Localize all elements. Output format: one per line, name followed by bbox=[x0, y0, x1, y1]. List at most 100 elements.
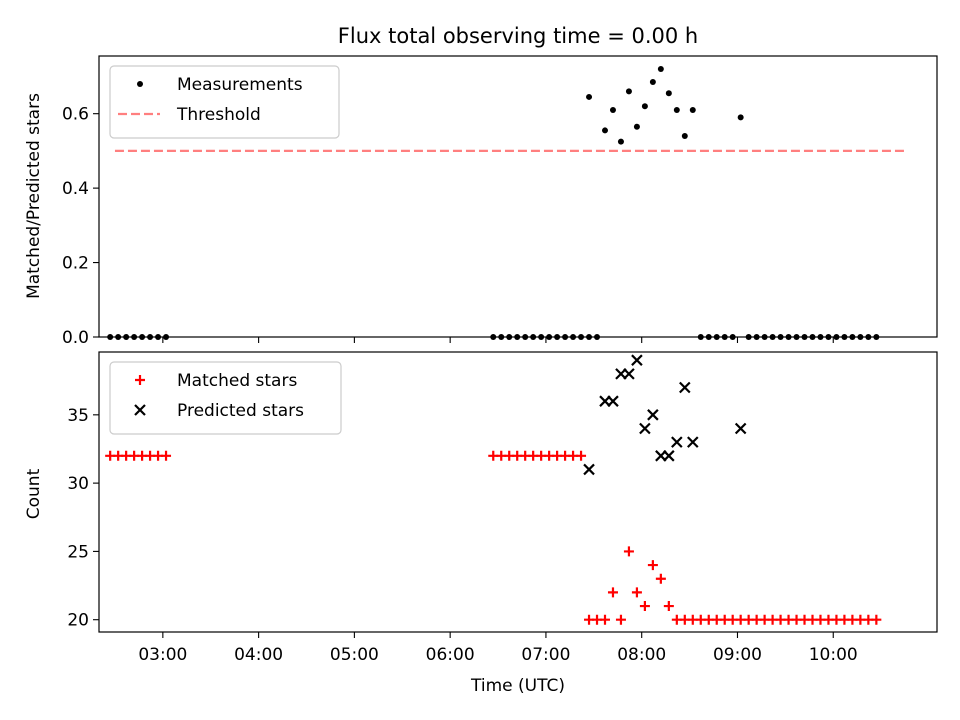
x-tick-label: 05:00 bbox=[330, 645, 379, 665]
x-tick-label: 06:00 bbox=[426, 645, 475, 665]
matched-stars-legend-label: Matched stars bbox=[177, 371, 297, 391]
measurements-point bbox=[490, 334, 497, 340]
x-tick-label: 10:00 bbox=[809, 645, 858, 665]
measurements-point bbox=[147, 334, 154, 340]
matched-stars-point bbox=[871, 614, 882, 625]
predicted-stars-point bbox=[679, 381, 691, 394]
measurements-point bbox=[873, 334, 880, 340]
predicted-stars-point bbox=[607, 395, 619, 407]
bottom-panel-legend: Matched stars Predicted stars bbox=[109, 361, 342, 435]
measurements-point bbox=[753, 334, 760, 340]
matched-stars-point bbox=[639, 601, 650, 612]
predicted-stars-legend-label: Predicted stars bbox=[177, 401, 304, 421]
measurements-point bbox=[713, 334, 720, 340]
measurements-point bbox=[530, 334, 537, 340]
predicted-stars-point bbox=[639, 422, 651, 435]
measurements-point bbox=[865, 334, 872, 340]
matched-stars-point bbox=[623, 546, 634, 557]
predicted-stars-legend-swatch bbox=[134, 404, 146, 416]
predicted-stars-point bbox=[583, 463, 595, 476]
measurements-point bbox=[131, 334, 138, 340]
measurements-point bbox=[857, 334, 864, 340]
measurements-point bbox=[538, 334, 545, 340]
measurements-point bbox=[785, 334, 792, 340]
measurements-point bbox=[737, 114, 744, 121]
matched-stars-point bbox=[615, 614, 626, 625]
measurements-point bbox=[546, 334, 553, 340]
bottom-panel-y-tick-label: 20 bbox=[67, 611, 89, 631]
measurements-point bbox=[697, 334, 704, 340]
measurements-point bbox=[689, 106, 696, 113]
measurements-point bbox=[841, 334, 848, 340]
measurements-point bbox=[625, 88, 632, 95]
measurements-point bbox=[825, 334, 832, 340]
measurements-point bbox=[801, 334, 808, 340]
x-tick-label: 03:00 bbox=[138, 645, 187, 665]
measurements-point bbox=[761, 334, 768, 340]
measurements-point bbox=[594, 334, 601, 340]
measurements-point bbox=[570, 334, 577, 340]
top-panel-y-tick-label: 0.0 bbox=[62, 328, 89, 348]
measurements-legend-swatch bbox=[137, 81, 143, 87]
measurements-point bbox=[673, 106, 680, 113]
measurements-point bbox=[705, 334, 712, 340]
matched-stars-point bbox=[631, 587, 642, 598]
measurements-point bbox=[633, 123, 640, 130]
top-panel: 0.0 0.2 0.4 0.6 Measurements Threshold bbox=[62, 55, 938, 348]
bottom-panel-y-tick-label: 30 bbox=[67, 474, 89, 494]
measurements-point bbox=[514, 334, 521, 340]
threshold-legend-label: Threshold bbox=[176, 105, 261, 125]
measurements-point bbox=[498, 334, 505, 340]
matched-stars-point bbox=[607, 587, 618, 598]
matched-stars-point bbox=[647, 560, 658, 571]
top-panel-y-tick-label: 0.4 bbox=[62, 179, 89, 199]
measurements-point bbox=[833, 334, 840, 340]
measurements-point bbox=[578, 334, 585, 340]
measurements-point bbox=[123, 334, 130, 340]
measurements-point bbox=[617, 138, 624, 145]
bottom-panel-y-tick-label: 25 bbox=[67, 542, 89, 562]
measurements-point bbox=[107, 334, 114, 340]
measurements-point bbox=[729, 334, 736, 340]
measurements-point bbox=[163, 334, 170, 340]
measurements-point bbox=[769, 334, 776, 340]
measurements-point bbox=[586, 93, 593, 100]
top-panel-y-tick-label: 0.2 bbox=[62, 254, 89, 274]
measurements-point bbox=[649, 79, 656, 86]
predicted-stars-point bbox=[623, 368, 635, 380]
measurements-point bbox=[721, 334, 728, 340]
measurements-point bbox=[155, 334, 162, 340]
predicted-stars-point bbox=[671, 436, 683, 448]
measurements-point bbox=[506, 334, 513, 340]
bottom-panel-legend-box bbox=[109, 361, 342, 435]
matched-stars-point bbox=[599, 614, 610, 625]
bottom-panel-y-axis-label: Count bbox=[24, 468, 44, 519]
measurements-point bbox=[641, 103, 648, 110]
measurements-point bbox=[657, 66, 664, 73]
top-panel-y-axis-label: Matched/Predicted stars bbox=[24, 93, 44, 299]
bottom-panel-frame bbox=[98, 351, 938, 633]
top-panel-y-tick-label: 0.6 bbox=[62, 105, 89, 125]
measurements-point bbox=[115, 334, 122, 340]
measurements-legend-label: Measurements bbox=[177, 75, 303, 95]
measurements-point bbox=[681, 133, 688, 140]
measurements-point bbox=[601, 127, 608, 134]
bottom-panel: 20 25 30 35 03:00 04:00 05:00 06:00 07:00 08:00 09… bbox=[67, 351, 938, 665]
bottom-panel-y-tick-label: 35 bbox=[67, 406, 89, 426]
matched-stars-point bbox=[161, 450, 172, 461]
predicted-stars-point bbox=[663, 450, 675, 462]
predicted-stars-point bbox=[687, 436, 699, 448]
measurements-point bbox=[817, 334, 824, 340]
measurements-point bbox=[522, 334, 529, 340]
matched-stars-point bbox=[663, 601, 674, 612]
measurements-point bbox=[809, 334, 816, 340]
x-tick-label: 04:00 bbox=[234, 645, 283, 665]
top-panel-legend: Measurements Threshold bbox=[109, 65, 340, 139]
predicted-stars-point bbox=[631, 354, 643, 366]
measurements-point bbox=[849, 334, 856, 340]
top-panel-legend-box bbox=[109, 65, 340, 139]
chart-title: Flux total observing time = 0.00 h bbox=[338, 24, 698, 48]
measurements-point bbox=[665, 90, 672, 97]
measurements-point bbox=[793, 334, 800, 340]
